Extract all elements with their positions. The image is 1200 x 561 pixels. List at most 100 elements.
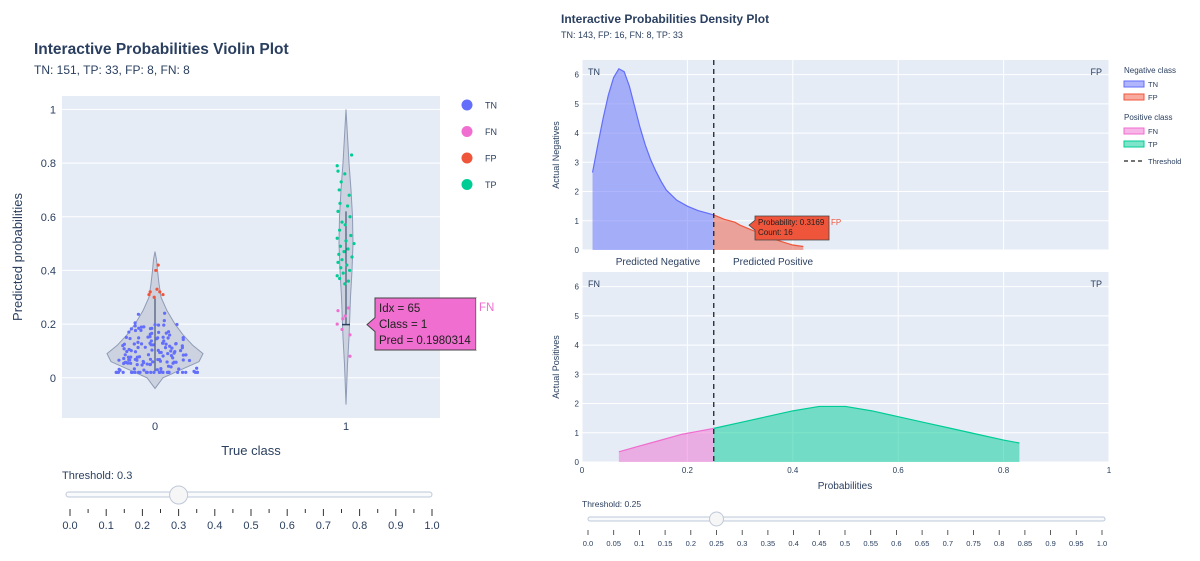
tn-point[interactable] — [139, 328, 143, 332]
tp-point[interactable] — [347, 193, 351, 197]
tn-point[interactable] — [169, 365, 173, 369]
tn-point[interactable] — [166, 351, 170, 356]
tn-point[interactable] — [145, 362, 149, 366]
density-line-tn[interactable] — [591, 67, 714, 216]
tp-point[interactable] — [338, 201, 342, 205]
tn-point[interactable] — [177, 367, 181, 371]
tn-point[interactable] — [129, 361, 133, 365]
tn-point[interactable] — [181, 353, 185, 357]
tp-point[interactable] — [350, 153, 354, 157]
tn-point[interactable] — [157, 330, 161, 334]
tp-point[interactable] — [338, 228, 342, 232]
tn-point[interactable] — [174, 342, 178, 346]
legend-marker-fn[interactable] — [461, 126, 473, 137]
tn-point[interactable] — [153, 323, 157, 327]
tn-point[interactable] — [126, 355, 130, 359]
tp-point[interactable] — [336, 260, 340, 264]
tn-point[interactable] — [184, 370, 188, 374]
legend-swatch-fp[interactable] — [1123, 93, 1145, 101]
fn-point[interactable] — [348, 354, 352, 358]
tn-point[interactable] — [195, 370, 199, 374]
tn-point[interactable] — [169, 349, 173, 353]
tn-point[interactable] — [122, 356, 126, 361]
tn-point[interactable] — [152, 370, 156, 374]
tn-point[interactable] — [151, 360, 155, 364]
tn-point[interactable] — [158, 370, 162, 374]
tn-point[interactable] — [166, 364, 171, 368]
tn-point[interactable] — [132, 342, 136, 346]
tp-point[interactable] — [348, 215, 352, 219]
tn-point[interactable] — [149, 339, 153, 343]
tn-point[interactable] — [149, 370, 153, 374]
tn-point[interactable] — [148, 362, 152, 367]
tn-point[interactable] — [164, 331, 168, 335]
fp-point[interactable] — [147, 292, 151, 297]
tn-point[interactable] — [166, 336, 170, 340]
tn-point[interactable] — [175, 322, 179, 327]
tn-point[interactable] — [136, 370, 141, 374]
tn-point[interactable] — [158, 359, 163, 363]
tn-point[interactable] — [176, 370, 180, 374]
tp-point[interactable] — [350, 255, 354, 259]
tn-point[interactable] — [156, 323, 161, 327]
tn-point[interactable] — [180, 370, 185, 374]
tn-point[interactable] — [128, 358, 132, 362]
tn-point[interactable] — [124, 335, 128, 339]
tn-point[interactable] — [163, 311, 167, 315]
tp-point[interactable] — [343, 172, 347, 176]
violin-points[interactable] — [114, 153, 356, 374]
tn-point[interactable] — [117, 358, 121, 362]
tp-point[interactable] — [340, 258, 344, 262]
density-slider-rail[interactable] — [587, 516, 1106, 522]
tn-point[interactable] — [174, 360, 178, 364]
density-line-tp[interactable] — [713, 405, 1020, 444]
tn-point[interactable] — [122, 347, 126, 351]
tn-point[interactable] — [143, 345, 147, 349]
fp-point[interactable] — [158, 290, 162, 294]
tn-point[interactable] — [128, 336, 132, 341]
tn-point[interactable] — [125, 349, 129, 354]
fn-point[interactable] — [346, 306, 350, 310]
tp-point[interactable] — [352, 241, 356, 246]
tn-point[interactable] — [121, 343, 125, 348]
legend-marker-fp[interactable] — [461, 152, 473, 164]
legend-marker-tp[interactable] — [461, 179, 473, 190]
tn-point[interactable] — [151, 343, 155, 347]
legend-swatch-fn[interactable] — [1123, 127, 1145, 135]
legend-marker-tn[interactable] — [461, 99, 473, 111]
tp-point[interactable] — [338, 276, 342, 281]
density-area-tn[interactable] — [592, 68, 714, 251]
tn-point[interactable] — [173, 349, 177, 354]
tn-point[interactable] — [148, 335, 152, 339]
density-top-areas[interactable] — [591, 67, 804, 251]
tn-point[interactable] — [133, 370, 137, 374]
violin-shapes[interactable] — [106, 109, 354, 405]
tn-point[interactable] — [139, 325, 143, 329]
tn-point[interactable] — [159, 366, 163, 371]
tp-point[interactable] — [336, 169, 340, 173]
fn-point[interactable] — [335, 322, 339, 326]
tp-point[interactable] — [335, 164, 339, 168]
tn-point[interactable] — [161, 354, 165, 358]
tp-point[interactable] — [349, 233, 353, 238]
tn-point[interactable] — [121, 370, 125, 374]
tn-point[interactable] — [137, 336, 141, 340]
tn-point[interactable] — [133, 324, 137, 328]
fn-point[interactable] — [340, 327, 344, 332]
tn-point[interactable] — [133, 350, 138, 354]
fp-point[interactable] — [155, 287, 159, 291]
tn-point[interactable] — [129, 355, 133, 359]
tn-point[interactable] — [163, 346, 168, 350]
tn-point[interactable] — [140, 363, 144, 367]
tn-point[interactable] — [133, 321, 137, 325]
tn-point[interactable] — [137, 326, 141, 330]
tp-point[interactable] — [335, 274, 339, 278]
tn-point[interactable] — [142, 361, 146, 365]
tp-point[interactable] — [335, 236, 339, 240]
density-bottom-areas[interactable] — [618, 405, 1020, 462]
tn-point[interactable] — [171, 356, 175, 360]
tn-point[interactable] — [127, 330, 131, 334]
tn-point[interactable] — [133, 328, 138, 333]
tp-point[interactable] — [337, 188, 341, 192]
tp-point[interactable] — [339, 180, 343, 184]
